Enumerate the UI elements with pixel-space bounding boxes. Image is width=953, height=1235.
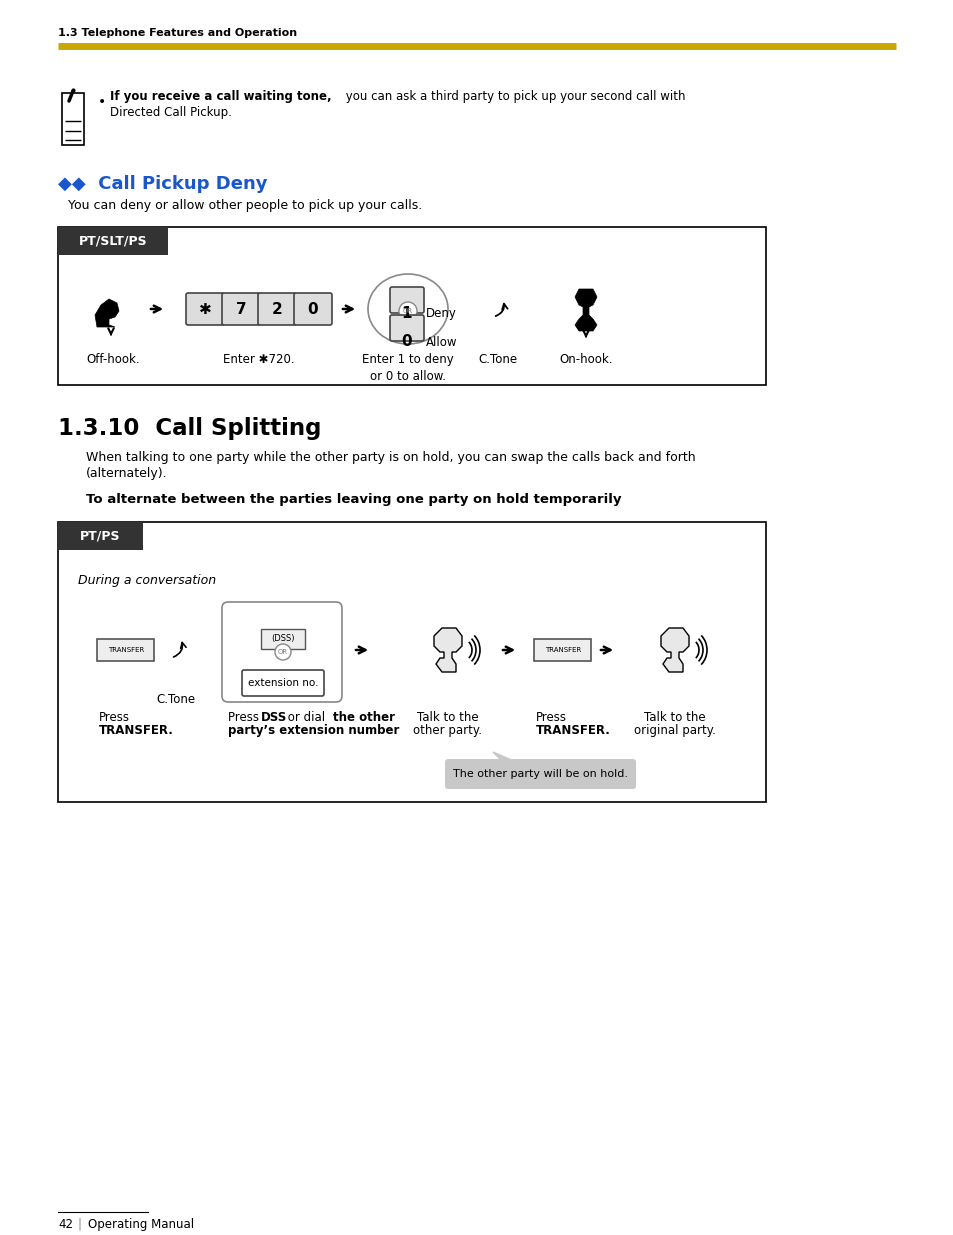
Text: original party.: original party. [634,724,715,737]
Bar [58,522,765,802]
Text: Press: Press [536,711,566,724]
Text: Enter ✱720.: Enter ✱720. [223,353,294,366]
Text: 1.3 Telephone Features and Operation: 1.3 Telephone Features and Operation [58,28,296,38]
Polygon shape [575,289,597,331]
Text: On-hook.: On-hook. [558,353,612,366]
Circle shape [274,643,291,659]
Text: When talking to one party while the other party is on hold, you can swap the cal: When talking to one party while the othe… [86,451,695,464]
Text: the other: the other [333,711,395,724]
Text: Talk to the: Talk to the [416,711,478,724]
Ellipse shape [368,274,448,345]
FancyBboxPatch shape [242,671,324,697]
Text: If you receive a call waiting tone,: If you receive a call waiting tone, [110,90,332,103]
Text: ✱: ✱ [198,301,212,316]
Text: Press: Press [228,711,262,724]
FancyBboxPatch shape [390,287,423,312]
FancyBboxPatch shape [390,315,423,341]
Polygon shape [660,629,688,672]
Text: Press: Press [99,711,130,724]
Bar [58,522,143,550]
FancyBboxPatch shape [186,293,224,325]
Polygon shape [493,752,516,762]
Text: •: • [98,95,106,109]
Text: C.Tone: C.Tone [478,353,517,366]
Text: 7: 7 [235,301,246,316]
Text: OR: OR [402,308,413,314]
Text: 1: 1 [401,306,412,321]
Text: OR: OR [277,650,288,655]
Text: During a conversation: During a conversation [78,574,216,587]
Text: (alternately).: (alternately). [86,467,168,480]
FancyBboxPatch shape [257,293,295,325]
Text: ◆◆  Call Pickup Deny: ◆◆ Call Pickup Deny [58,175,267,193]
Text: DSS: DSS [261,711,287,724]
Text: 0: 0 [308,301,318,316]
Text: extension no.: extension no. [248,678,318,688]
Text: Operating Manual: Operating Manual [88,1218,193,1231]
Text: 0: 0 [401,335,412,350]
Text: |: | [78,1218,82,1231]
Text: PT/PS: PT/PS [80,530,121,542]
Text: Deny: Deny [426,308,456,321]
Text: To alternate between the parties leaving one party on hold temporarily: To alternate between the parties leaving… [86,493,620,506]
Text: TRANSFER.: TRANSFER. [536,724,610,737]
FancyBboxPatch shape [294,293,332,325]
Text: or dial: or dial [284,711,329,724]
Polygon shape [95,299,119,327]
Text: Enter 1 to deny
or 0 to allow.: Enter 1 to deny or 0 to allow. [362,353,454,383]
Text: you can ask a third party to pick up your second call with: you can ask a third party to pick up you… [341,90,685,103]
Text: The other party will be on hold.: The other party will be on hold. [453,769,627,779]
Text: party’s extension number: party’s extension number [228,724,399,737]
FancyBboxPatch shape [222,601,341,701]
Circle shape [398,303,416,320]
Text: 42: 42 [58,1218,73,1231]
Text: You can deny or allow other people to pick up your calls.: You can deny or allow other people to pi… [68,199,422,212]
Text: Directed Call Pickup.: Directed Call Pickup. [110,106,232,119]
Text: Talk to the: Talk to the [643,711,705,724]
Bar [58,227,765,385]
Text: Off-hook.: Off-hook. [86,353,140,366]
Text: (DSS): (DSS) [271,635,294,643]
FancyBboxPatch shape [534,638,591,661]
Text: Allow: Allow [426,336,457,348]
Text: TRANSFER.: TRANSFER. [99,724,173,737]
Text: 2: 2 [272,301,282,316]
FancyBboxPatch shape [222,293,260,325]
Text: TRANSFER: TRANSFER [108,647,144,653]
Text: PT/SLT/PS: PT/SLT/PS [78,235,147,247]
Bar [58,227,168,254]
Text: TRANSFER: TRANSFER [544,647,580,653]
Text: other party.: other party. [413,724,482,737]
FancyBboxPatch shape [444,760,636,789]
Polygon shape [434,629,461,672]
FancyBboxPatch shape [261,629,305,650]
Text: C.Tone: C.Tone [156,693,195,706]
Polygon shape [62,93,84,144]
FancyBboxPatch shape [97,638,154,661]
Text: 1.3.10  Call Splitting: 1.3.10 Call Splitting [58,417,321,440]
